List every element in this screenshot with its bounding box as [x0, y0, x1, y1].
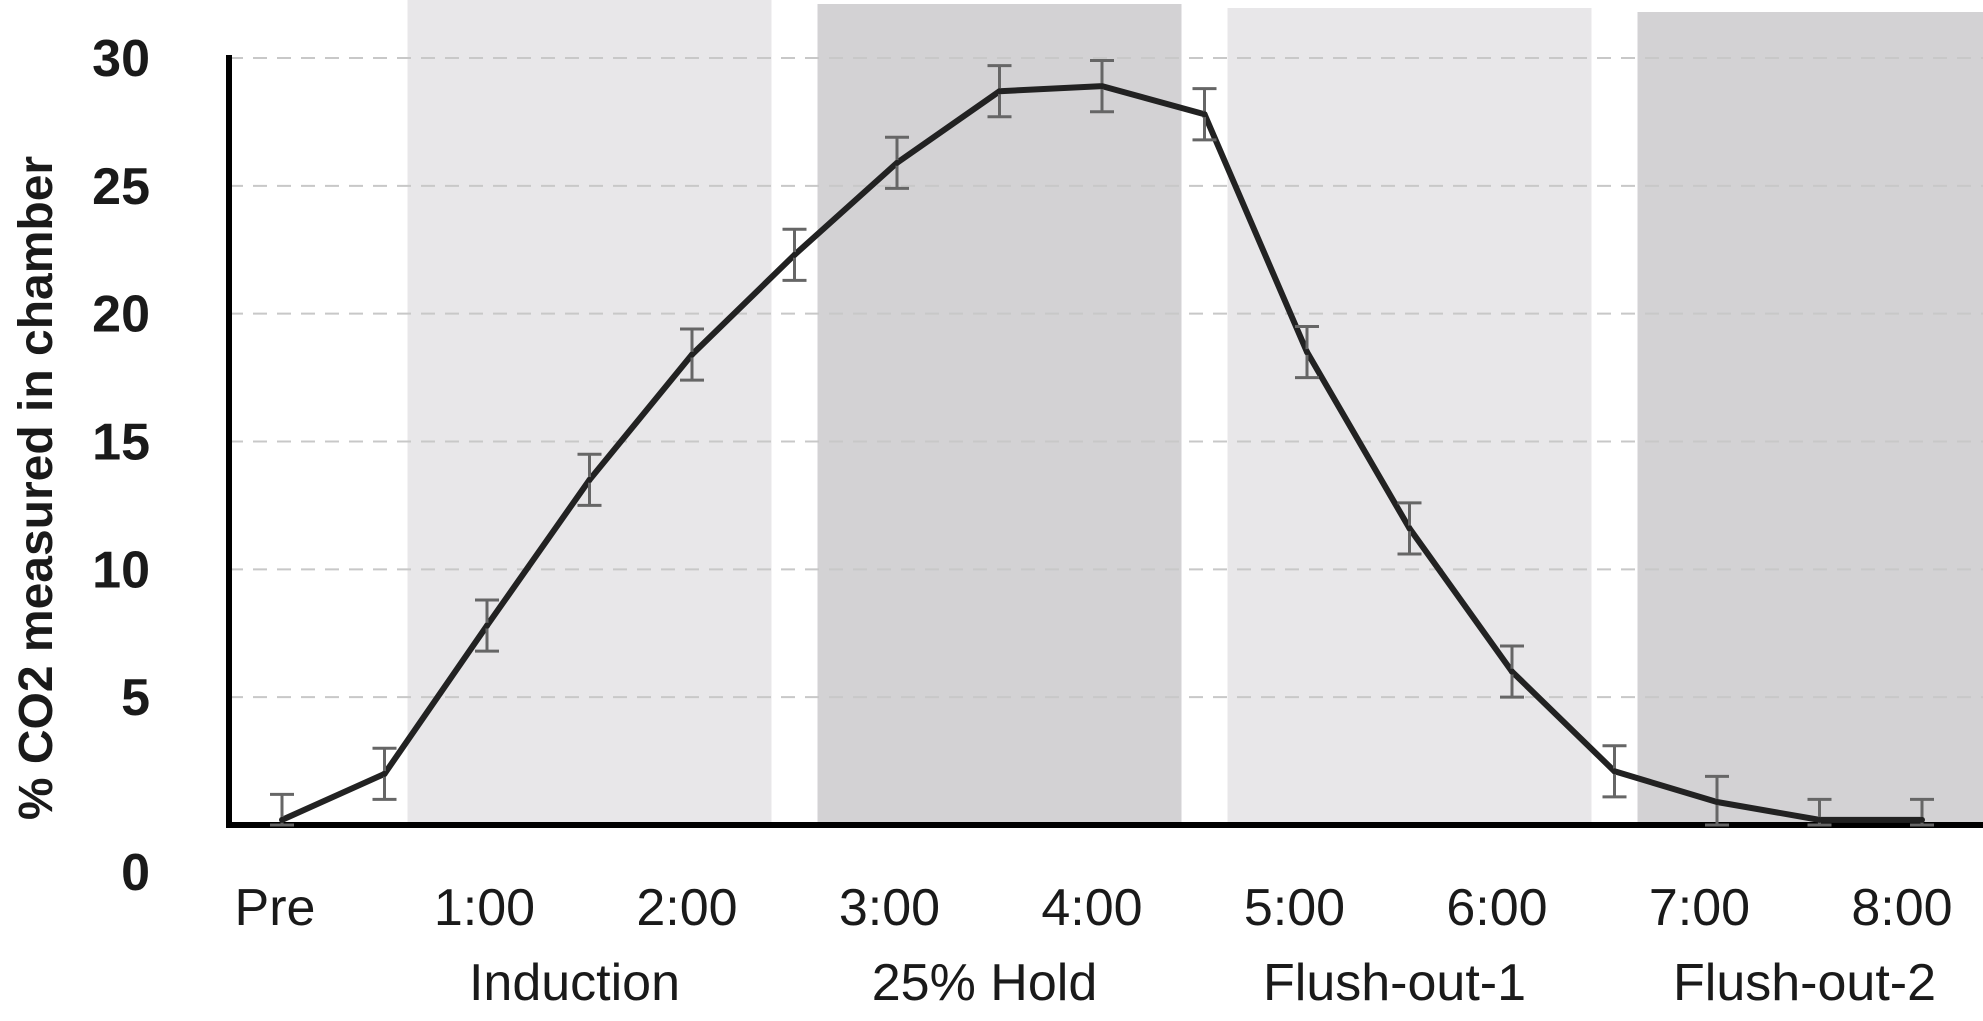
x-tick-labels: Pre 1:00 2:00 3:00 4:00 5:00 6:00 7:00 8:00: [235, 879, 1953, 937]
data-point: [1099, 83, 1105, 90]
phase-band-3: [1637, 12, 1983, 825]
phase-band-0: [407, 0, 772, 825]
error-bar: [680, 327, 704, 382]
error-bar: [1397, 501, 1422, 556]
data-point: [1509, 668, 1515, 675]
data-point: [791, 251, 798, 258]
data-point: [996, 88, 1003, 95]
x-tick-7-00: 7:00: [1649, 879, 1750, 937]
error-bar: [475, 598, 499, 653]
x-tick-8-00: 8:00: [1851, 879, 1952, 937]
error-bar: [372, 746, 397, 801]
error-bar: [1192, 87, 1217, 142]
y-tick-15: 15: [92, 414, 150, 472]
y-tick-10: 10: [92, 541, 150, 599]
data-point: [279, 816, 285, 823]
error-bar: [782, 227, 807, 282]
y-tick-5: 5: [121, 669, 150, 727]
error-bar: [1602, 744, 1627, 799]
data-point: [381, 770, 388, 777]
data-point: [1919, 816, 1925, 823]
error-bar: [1090, 59, 1114, 114]
y-tick-0: 0: [121, 844, 150, 902]
phase-label-0: Induction: [469, 954, 680, 1012]
error-bar: [270, 792, 294, 827]
error-bar: [1807, 797, 1832, 827]
x-tick-Pre: Pre: [235, 879, 316, 937]
error-bar: [1910, 797, 1934, 827]
error-bar: [1705, 774, 1729, 827]
grid-lines: [229, 57, 1983, 699]
phase-label-2: Flush-out-1: [1263, 954, 1526, 1012]
x-tick-4-00: 4:00: [1041, 879, 1142, 937]
phase-label-3: Flush-out-2: [1673, 954, 1936, 1012]
x-tick-2-00: 2:00: [636, 879, 737, 937]
x-tick-6-00: 6:00: [1446, 879, 1547, 937]
phase-bands: [407, 0, 1983, 825]
phase-label-1: 25% Hold: [872, 954, 1097, 1012]
error-bar: [577, 452, 602, 507]
error-bar: [987, 64, 1012, 119]
y-tick-25: 25: [92, 158, 150, 216]
y-tick-labels: 0 5 10 15 20 25 30: [92, 30, 150, 902]
error-bar: [1295, 324, 1319, 380]
data-point: [894, 159, 900, 166]
data-point: [484, 622, 490, 629]
data-point: [1304, 349, 1310, 356]
y-tick-30: 30: [92, 30, 150, 88]
data-point: [1714, 798, 1720, 805]
data-point: [1406, 525, 1413, 532]
x-tick-3-00: 3:00: [839, 879, 940, 937]
data-point: [1816, 816, 1823, 823]
y-tick-20: 20: [92, 286, 150, 344]
error-bar: [885, 135, 909, 190]
phase-band-2: [1227, 8, 1592, 825]
series-group: [270, 59, 1934, 827]
data-point: [689, 351, 695, 358]
phase-labels: Induction 25% Hold Flush-out-1 Flush-out-2: [469, 954, 1936, 1012]
data-point: [586, 476, 593, 483]
error-bar: [1500, 644, 1524, 699]
phase-band-1: [817, 4, 1182, 825]
axes: [226, 55, 1983, 828]
data-point: [1611, 768, 1618, 775]
x-tick-1-00: 1:00: [434, 879, 535, 937]
x-tick-5-00: 5:00: [1244, 879, 1345, 937]
y-axis-label: % CO2 measured in chamber: [10, 156, 63, 820]
data-point: [1201, 111, 1208, 118]
